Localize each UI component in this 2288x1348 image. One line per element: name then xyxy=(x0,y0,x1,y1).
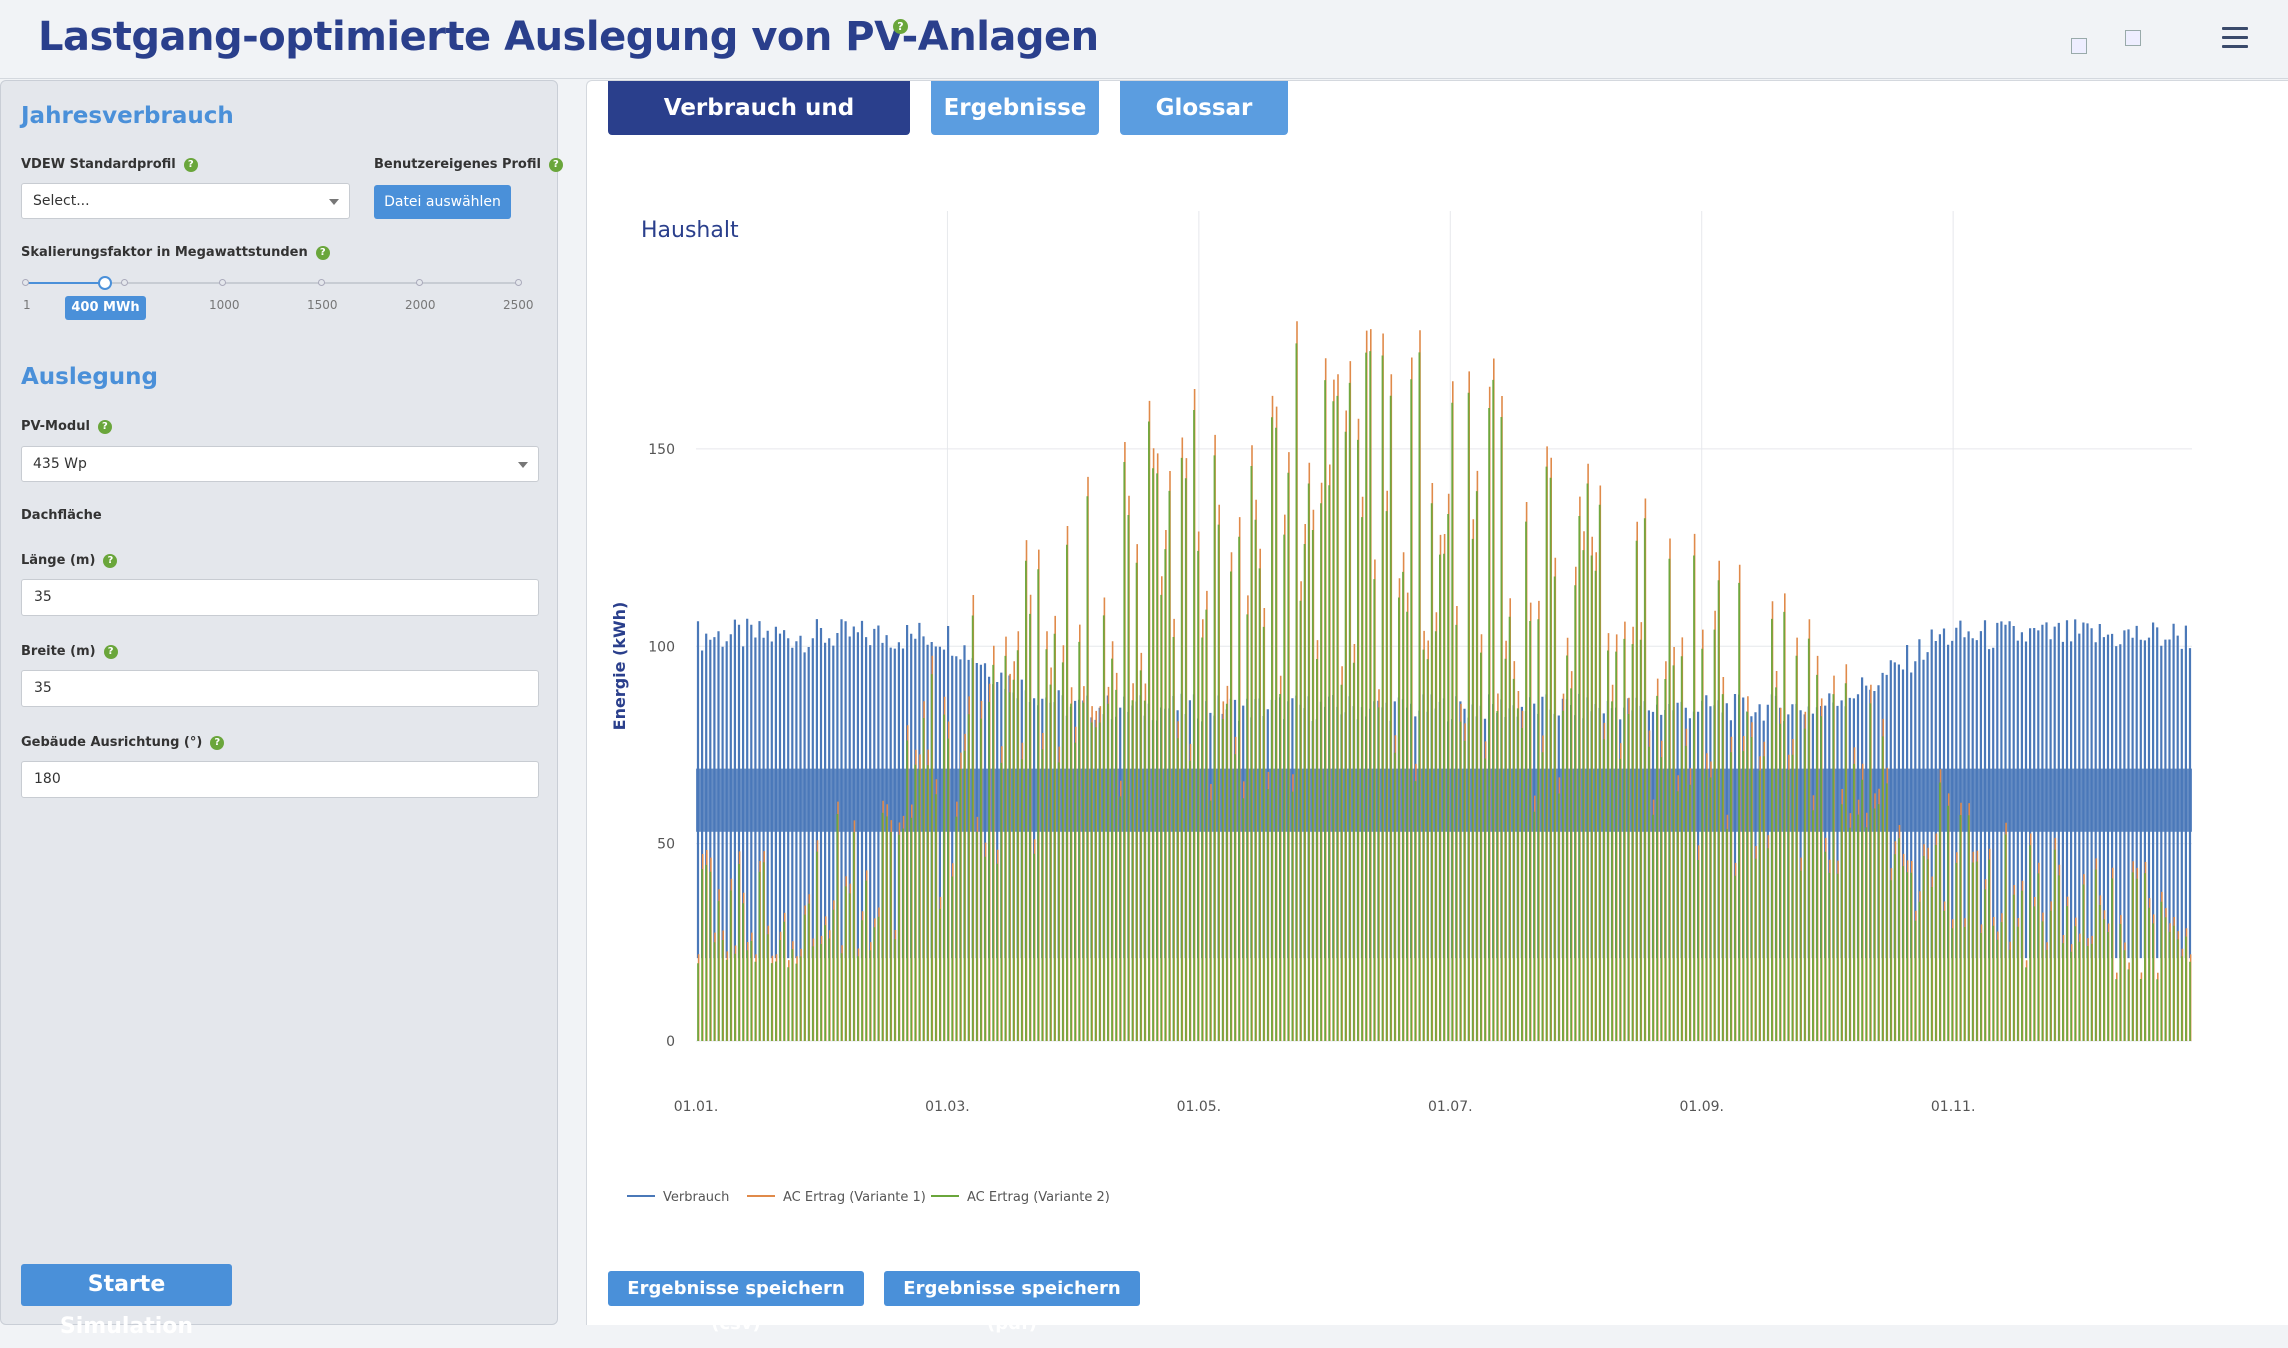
legend-label[interactable]: AC Ertrag (Variante 1) xyxy=(783,1190,926,1205)
slider-tick xyxy=(515,279,522,286)
roof-label: Dachfläche xyxy=(21,508,102,523)
x-tick-label: 01.01. xyxy=(674,1099,719,1115)
y-tick-label: 0 xyxy=(666,1034,675,1050)
energy-chart[interactable]: Haushalt 0 50 100 150 01.01. 01.03. 01.05. 01.07… xyxy=(587,81,2288,1221)
x-tick-label: 01.09. xyxy=(1679,1099,1724,1115)
design-section-title: Auslegung xyxy=(21,364,159,390)
orientation-label: Gebäude Ausrichtung (°)? xyxy=(21,735,225,750)
module-label: PV-Modul? xyxy=(21,419,112,434)
main-panel: Verbrauch und Erzeugung Ergebnisse Gloss… xyxy=(586,80,2288,1334)
help-icon[interactable]: ? xyxy=(315,245,330,260)
y-tick-label: 100 xyxy=(648,639,675,655)
help-icon[interactable]: ? xyxy=(548,157,563,172)
slider-track[interactable] xyxy=(27,282,521,284)
start-simulation-button[interactable]: Starte Simulation xyxy=(21,1264,232,1339)
title-help-icon[interactable]: ? xyxy=(893,19,908,34)
slider-tick xyxy=(22,279,29,286)
y-axis-label: Energie (kWh) xyxy=(610,602,629,731)
chevron-down-icon xyxy=(329,199,339,205)
y-tick-label: 50 xyxy=(657,837,675,853)
custom-profile-label: Benutzereigenes Profil? xyxy=(374,157,563,172)
x-tick-label: 01.05. xyxy=(1177,1099,1222,1115)
scaling-label: Skalierungsfaktor in Megawattstunden? xyxy=(21,245,330,260)
slider-tick xyxy=(318,279,325,286)
help-icon[interactable]: ? xyxy=(183,157,198,172)
width-input[interactable]: 35 xyxy=(21,670,539,707)
length-input[interactable]: 35 xyxy=(21,579,539,616)
choose-file-button[interactable]: Datei auswählen xyxy=(374,185,511,219)
slider-tick-label: 1000 xyxy=(209,298,240,312)
save-csv-button[interactable]: Ergebnisse speichern (csv) xyxy=(608,1271,864,1334)
menu-icon[interactable] xyxy=(2222,27,2248,49)
slider-tick xyxy=(121,279,128,286)
slider-handle[interactable] xyxy=(98,276,112,290)
vdew-profile-select[interactable]: Select... xyxy=(21,183,350,219)
consumption-section-title: Jahresverbrauch xyxy=(21,103,234,129)
slider-tick-label: 2500 xyxy=(503,298,534,312)
x-tick-label: 01.11. xyxy=(1931,1099,1976,1115)
legend-label[interactable]: AC Ertrag (Variante 2) xyxy=(967,1190,1110,1205)
y-tick-label: 150 xyxy=(648,442,675,458)
help-icon[interactable]: ? xyxy=(97,419,112,434)
length-label: Länge (m)? xyxy=(21,553,118,568)
slider-tick-label: 2000 xyxy=(405,298,436,312)
chevron-down-icon xyxy=(518,462,528,468)
x-tick-label: 01.07. xyxy=(1428,1099,1473,1115)
page-title: Lastgang-optimierte Auslegung von PV-Anl… xyxy=(38,14,1099,60)
help-icon[interactable]: ? xyxy=(103,553,118,568)
orientation-input[interactable]: 180 xyxy=(21,761,539,798)
broken-image-icon xyxy=(2071,38,2087,54)
pv-module-select[interactable]: 435 Wp xyxy=(21,446,539,482)
tab-glossary[interactable]: Glossar xyxy=(1120,81,1288,135)
legend-label[interactable]: Verbrauch xyxy=(663,1190,729,1205)
slider-tick xyxy=(219,279,226,286)
help-icon[interactable]: ? xyxy=(210,735,225,750)
x-tick-label: 01.03. xyxy=(925,1099,970,1115)
save-pdf-button[interactable]: Ergebnisse speichern (pdf) xyxy=(884,1271,1140,1334)
slider-tick-label: 1 xyxy=(23,298,31,312)
broken-image-icon xyxy=(2125,30,2141,46)
sidebar: Jahresverbrauch VDEW Standardprofil? Ben… xyxy=(0,80,563,1339)
width-label: Breite (m)? xyxy=(21,644,118,659)
vdew-label: VDEW Standardprofil? xyxy=(21,157,198,172)
slider-tick-label: 1500 xyxy=(307,298,338,312)
chart-title: Haushalt xyxy=(641,218,739,243)
tab-results[interactable]: Ergebnisse xyxy=(931,81,1099,135)
slider-value-badge: 400 MWh xyxy=(65,296,146,320)
slider-tick xyxy=(416,279,423,286)
tab-consumption-generation[interactable]: Verbrauch und Erzeugung xyxy=(608,81,910,175)
series-variante2-line xyxy=(697,343,2191,1041)
slider-fill xyxy=(27,282,105,284)
help-icon[interactable]: ? xyxy=(103,644,118,659)
app-header: Lastgang-optimierte Auslegung von PV-Anl… xyxy=(0,0,2288,79)
